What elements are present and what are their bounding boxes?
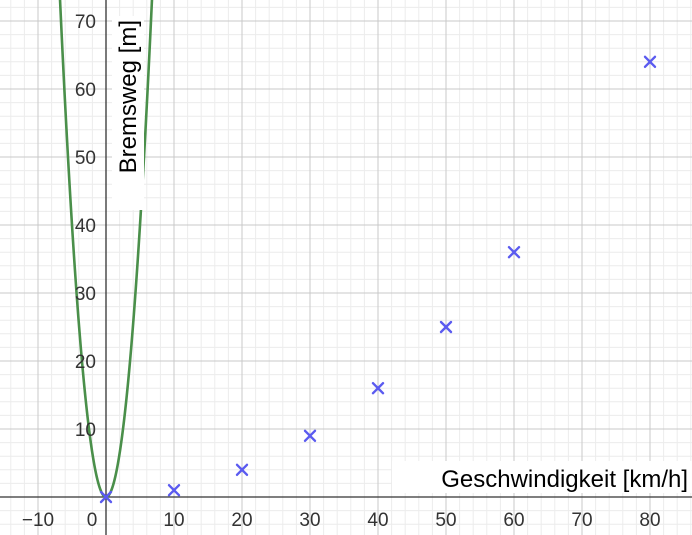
data-point <box>439 320 453 334</box>
y-tick-label: 70 <box>75 12 96 33</box>
data-point <box>371 382 385 395</box>
axis-labels: Geschwindigkeit [km/h] Bremsweg [m] <box>112 16 692 493</box>
x-tick-label: 0 <box>87 510 98 531</box>
x-tick-label: 20 <box>231 510 252 531</box>
data-point-stroke <box>439 320 453 334</box>
x-axis-label: Geschwindigkeit [km/h] <box>441 466 688 493</box>
data-point-stroke <box>371 382 385 395</box>
tick-labels: −10 0 10 20 30 40 50 60 70 80 10 20 30 40 50 60 70 <box>22 12 661 531</box>
data-point-stroke <box>507 245 521 259</box>
x-tick-label: 30 <box>299 510 320 531</box>
data-point <box>643 55 657 69</box>
x-tick-label: 40 <box>367 510 388 531</box>
y-tick-label: 20 <box>75 352 96 373</box>
data-point <box>99 490 113 504</box>
x-tick-label: 50 <box>435 510 456 531</box>
x-tick-label: 80 <box>639 510 660 531</box>
y-tick-label: 60 <box>75 80 96 101</box>
data-points <box>99 55 657 504</box>
x-tick-label: −10 <box>22 510 54 531</box>
data-point-stroke <box>235 463 249 476</box>
y-tick-label: 40 <box>75 216 96 237</box>
data-point-stroke <box>99 490 113 504</box>
y-tick-label: 30 <box>75 284 96 305</box>
x-axis-label-background <box>392 461 692 493</box>
data-point <box>507 245 521 259</box>
y-axis-label: Bremsweg [m] <box>115 20 142 173</box>
y-axis-label-background <box>112 16 144 210</box>
data-point <box>303 429 317 442</box>
data-point-stroke <box>167 484 181 497</box>
x-tick-label: 10 <box>163 510 184 531</box>
data-point-stroke <box>643 55 657 69</box>
x-tick-label: 70 <box>571 510 592 531</box>
y-tick-label: 50 <box>75 148 96 169</box>
y-tick-label: 10 <box>75 420 96 441</box>
data-point-stroke <box>303 429 317 442</box>
data-point <box>235 463 249 476</box>
x-tick-label: 60 <box>503 510 524 531</box>
data-point <box>167 484 181 497</box>
